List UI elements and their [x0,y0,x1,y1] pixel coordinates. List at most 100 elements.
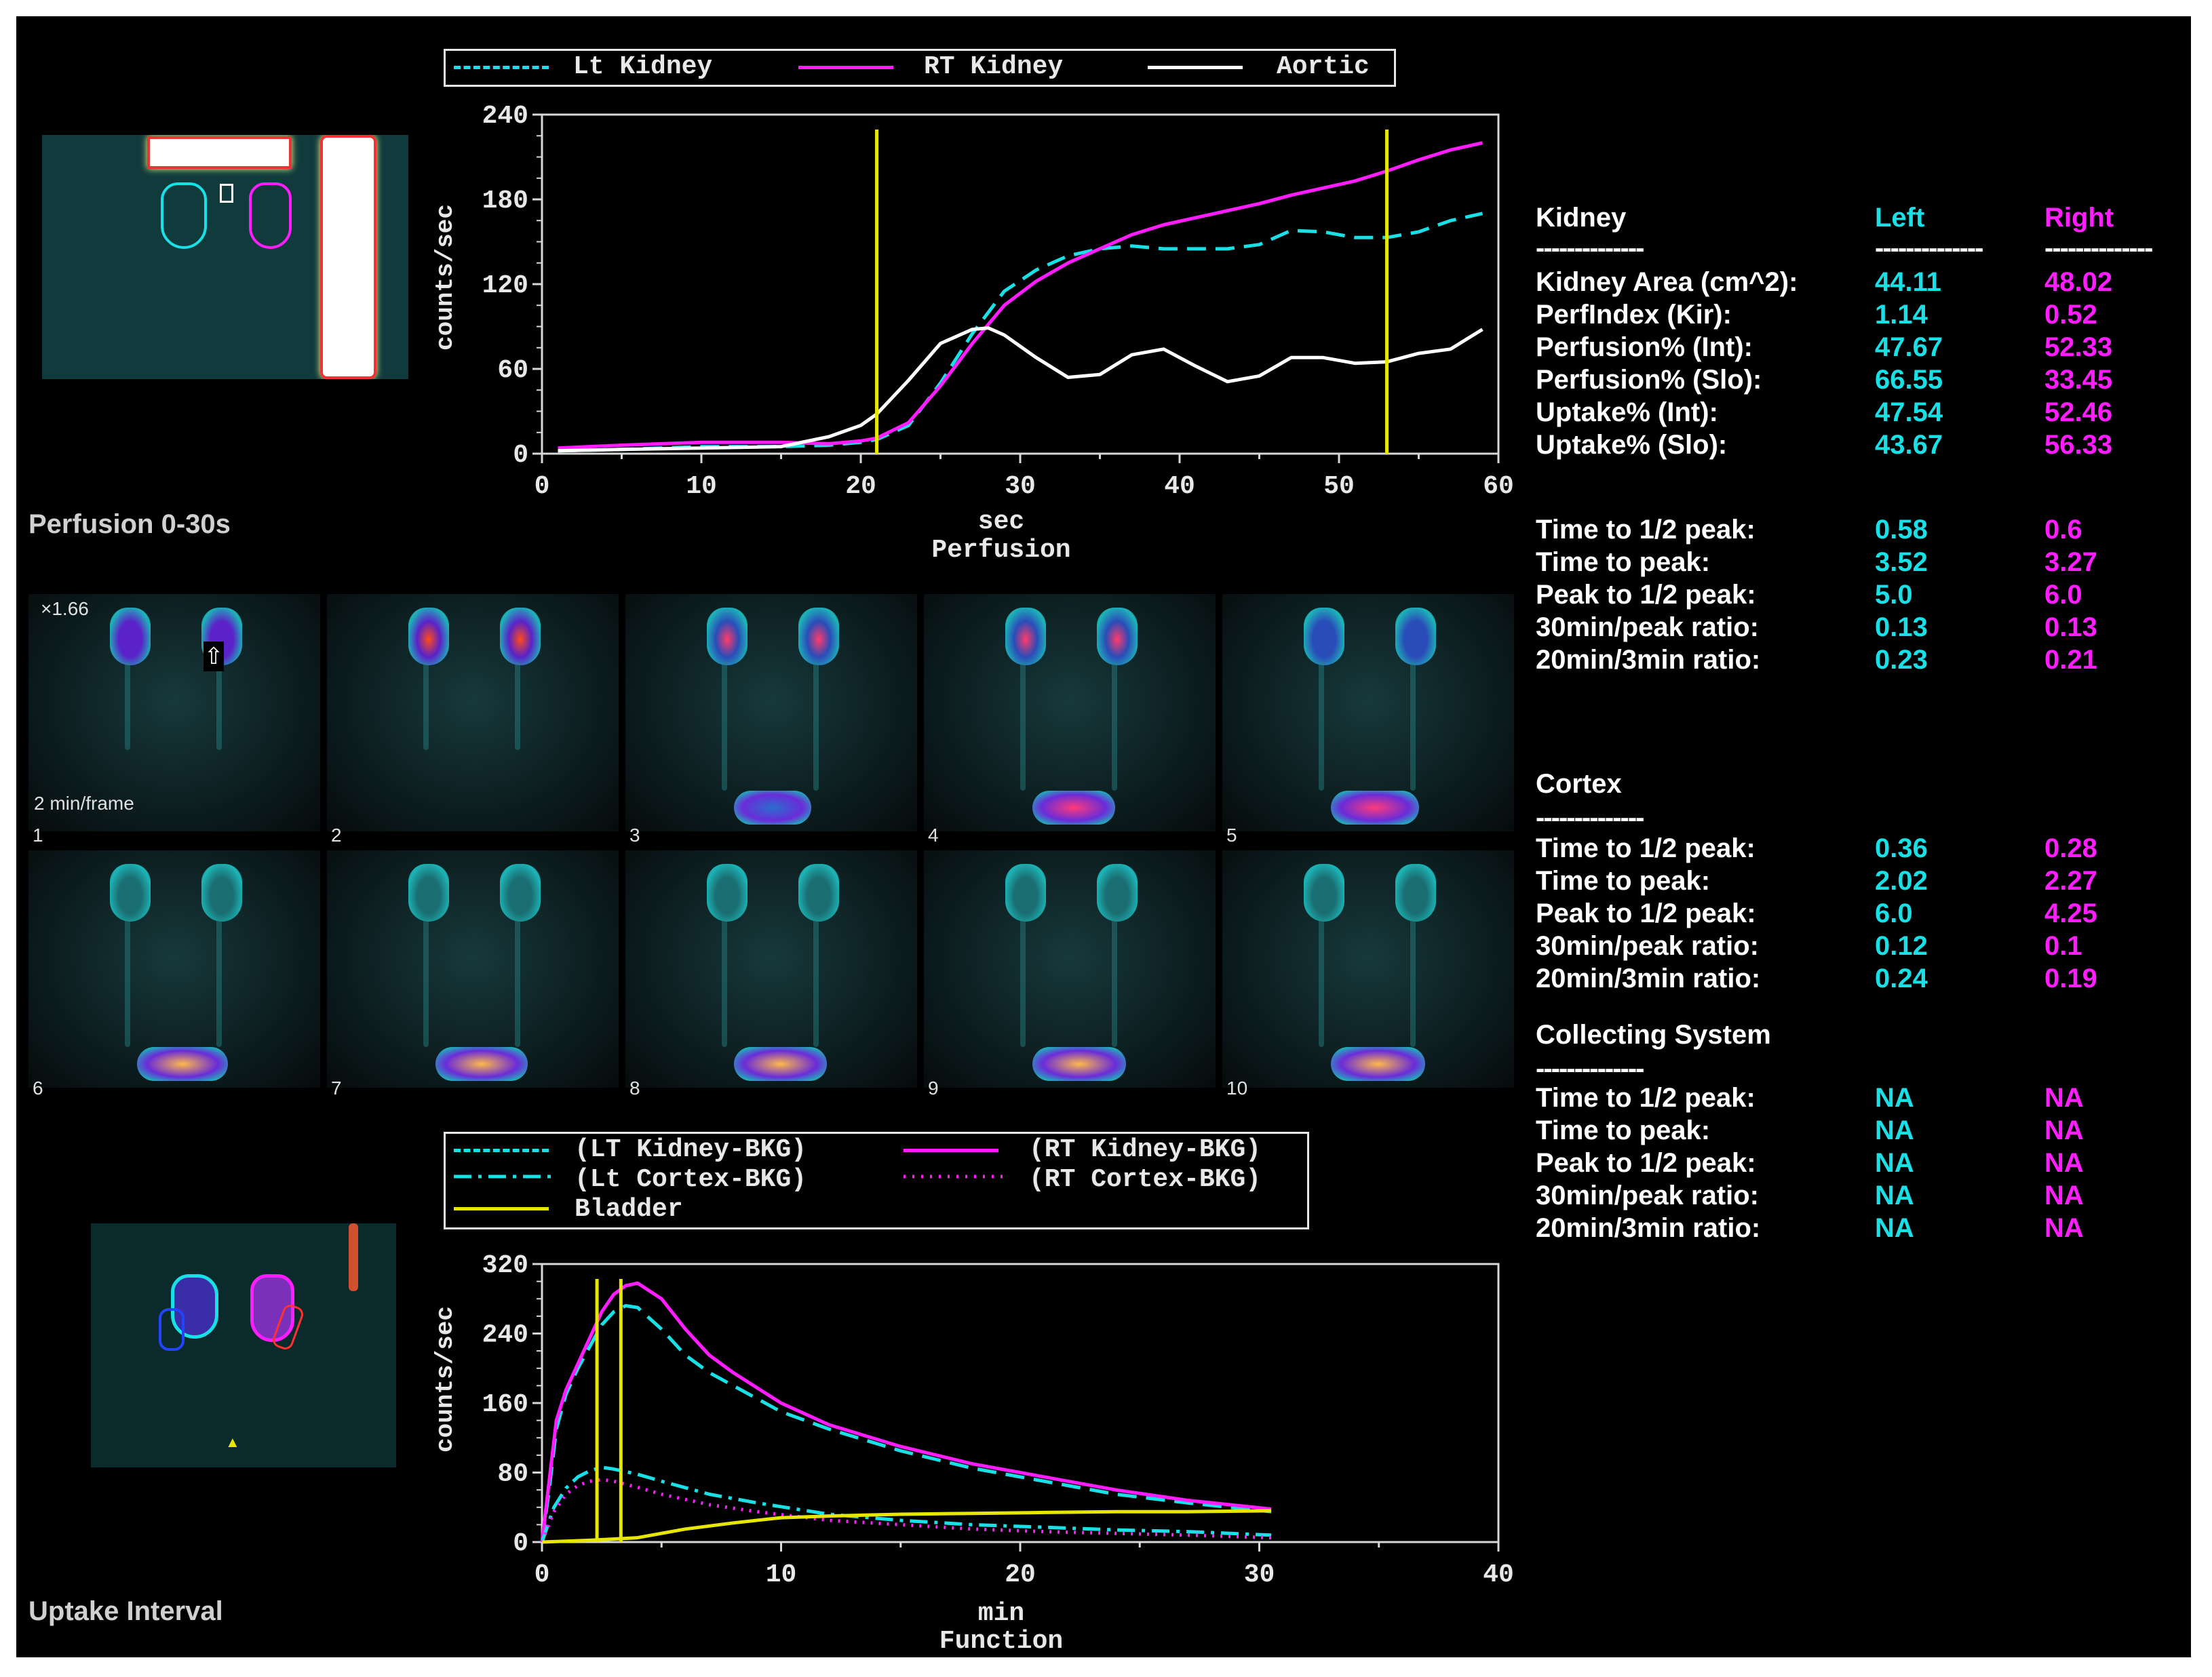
collecting-left-value: NA [1875,1181,1914,1210]
kidney-left-value: 47.54 [1875,397,1943,427]
function-xtick-label: 10 [766,1560,797,1590]
aorta-hotspot [320,135,376,379]
kidney-right-value: 56.33 [2044,430,2113,460]
function-roi-image: ▲ [91,1223,396,1467]
frame-number: 10 [1226,1078,1248,1099]
kidney-timing-right-value: 0.6 [2044,515,2082,545]
cortex-right-value: 2.27 [2044,866,2097,896]
perfusion-ytick-label: 60 [497,356,528,385]
right-separator: -------------- [2044,233,2153,263]
frame-panel: ⇧ [28,594,320,831]
perfusion-ytick-label: 0 [513,441,528,470]
kidney-separator: -------------- [1536,233,1644,263]
kidney-timing-left-value: 3.52 [1875,547,1928,577]
perfusion-xtick-label: 30 [1005,472,1036,501]
right-ureter [813,662,819,791]
legend-lt-cortex-bkg-label: (Lt Cortex-BKG) [575,1165,807,1194]
collecting-row-label: Time to peak: [1536,1116,1711,1145]
frame-panel [327,594,619,831]
left-kidney-blob [408,608,449,665]
collecting-right-value: NA [2044,1181,2084,1210]
bladder-blob [1331,1047,1425,1081]
left-ureter [125,662,130,750]
perfusion-series-2 [558,326,1483,453]
collecting-row-label: Time to 1/2 peak: [1536,1083,1755,1113]
right-kidney-blob [500,608,541,665]
legend-aortic-label: Aortic [1277,52,1370,81]
kidney-row-label: Uptake% (Slo): [1536,430,1728,460]
kidney-timing-right-value: 0.13 [2044,612,2097,642]
perfusion-legend: Lt Kidney RT Kidney Aortic [444,49,1396,87]
kidney-timing-row-label: Peak to 1/2 peak: [1536,580,1756,610]
frame-number: 5 [1226,825,1237,846]
cortex-separator: -------------- [1536,803,1644,833]
perfusion-plot-frame [541,113,1500,455]
function-series-2 [540,1465,1272,1543]
kidney-timing-row-label: 20min/3min ratio: [1536,645,1761,675]
right-ureter [515,918,520,1047]
legend-lt-kidney-bkg-swatch [454,1149,549,1152]
renogram-screen: Perfusion 0-30s Lt Kidney RT Kidney Aort… [16,16,2191,1657]
right-ureter [515,662,520,750]
cortex-row-label: Peak to 1/2 peak: [1536,899,1756,928]
function-xtick-label: 20 [1005,1560,1036,1590]
legend-bladder-label: Bladder [575,1195,683,1224]
cortex-right-value: 0.1 [2044,931,2082,961]
left-ureter [1020,918,1026,1047]
frame-panel [28,850,320,1088]
kidney-timing-row-label: Time to peak: [1536,547,1711,577]
function-xtick-label: 30 [1244,1560,1275,1590]
left-kidney-blob [110,608,151,665]
left-kidney-blob [110,864,151,922]
perfusion-xtick-label: 40 [1164,472,1195,501]
legend-bladder-swatch [454,1207,549,1210]
legend-rt-cortex-swatch [904,1175,1005,1179]
function-ytick-label: 160 [482,1390,528,1419]
collecting-header: Collecting System [1536,1020,1771,1050]
right-kidney-blob [798,864,839,922]
kidney-timing-right-value: 3.27 [2044,547,2097,577]
legend-rt-cortex-bkg-label: (RT Cortex-BKG) [1029,1165,1262,1194]
perfusion-ytick-label: 180 [482,186,528,216]
frame-number: 6 [33,1078,43,1099]
bladder-blob [1331,791,1419,825]
cortex-row-label: Time to peak: [1536,866,1711,896]
right-kidney-blob [500,864,541,922]
kidney-row-label: Kidney Area (cm^2): [1536,267,1798,297]
legend-lt-kidney-swatch [454,66,549,69]
frame-panel [924,850,1216,1088]
kidney-right-value: 0.52 [2044,300,2097,330]
kidney-timing-row-label: Time to 1/2 peak: [1536,515,1755,545]
collecting-row-label: Peak to 1/2 peak: [1536,1148,1756,1178]
collecting-row-label: 30min/peak ratio: [1536,1181,1760,1210]
aorta-strip [349,1223,358,1291]
function-ytick-label: 320 [482,1251,528,1280]
collecting-right-value: NA [2044,1213,2084,1243]
left-ureter [423,662,429,750]
cortex-left-value: 0.12 [1875,931,1928,961]
kidney-timing-row-label: 30min/peak ratio: [1536,612,1760,642]
left-ureter [125,918,130,1047]
right-ureter [1410,662,1416,791]
left-kidney-blob [1304,864,1344,922]
right-kidney-blob [1097,608,1138,665]
perfusion-xtick-label: 60 [1483,472,1514,501]
kidney-left-value: 1.14 [1875,300,1928,330]
kidney-row-label: Perfusion% (Int): [1536,332,1753,362]
collecting-row-label: 20min/3min ratio: [1536,1213,1761,1243]
left-kidney-blob [1005,608,1046,665]
function-ytick-label: 240 [482,1321,528,1350]
bladder-blob [734,1047,827,1081]
right-ureter [1410,918,1416,1047]
right-ureter [1112,662,1117,791]
kidney-row-label: PerfIndex (Kir): [1536,300,1732,330]
cortex-row-label: Time to 1/2 peak: [1536,833,1755,863]
kidney-timing-right-value: 6.0 [2044,580,2082,610]
frame-panel [1222,594,1514,831]
kidney-right-value: 48.02 [2044,267,2113,297]
perfusion-ylabel: counts/sec [431,204,459,351]
kidney-timing-left-value: 5.0 [1875,580,1913,610]
cortex-left-value: 0.36 [1875,833,1928,863]
collecting-separator: -------------- [1536,1054,1644,1084]
kidney-timing-right-value: 0.21 [2044,645,2097,675]
